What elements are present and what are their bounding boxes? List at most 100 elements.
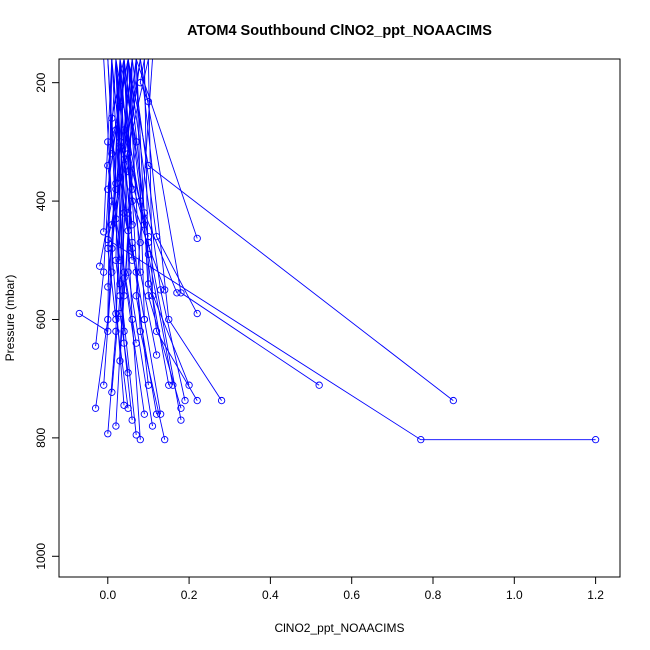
data-point [152,351,161,359]
profile-line-41 [95,59,113,409]
profile-line-2 [139,59,320,386]
data-point [128,256,136,264]
data-point [91,342,100,350]
profile-line-23 [119,59,137,435]
profile-line-53 [127,59,141,243]
data-point [144,381,153,389]
data-point [148,422,157,430]
y-tick-label: 1000 [34,543,48,570]
data-point [161,286,169,294]
data-point [104,244,112,253]
y-tick-label: 800 [34,428,48,448]
data-point [100,228,108,236]
data-point [591,436,600,444]
data-point [144,280,153,288]
data-point [315,381,323,389]
chart-title: ATOM4 Southbound ClNO2_ppt_NOAACIMS [187,23,492,39]
data-point [161,436,169,444]
x-axis: 0.0 0.2 0.4 0.6 0.8 1.0 1.2 [99,576,604,602]
profile-line-1 [127,59,454,401]
data-point [116,309,124,318]
data-point [128,221,136,229]
data-point [112,185,120,193]
y-axis-label: Pressure (mbar) [3,275,17,362]
x-tick-label: 1.0 [506,588,523,602]
data-point [144,97,153,106]
profile-line-51 [115,59,125,332]
data-point [104,185,112,193]
data-point [112,126,120,134]
y-tick-label: 200 [34,72,48,92]
profile-line-54 [115,59,137,273]
data-point [156,410,165,418]
data-point [181,396,189,405]
data-point [91,404,100,412]
data-point [120,155,128,164]
x-tick-label: 1.2 [587,588,604,602]
data-point [100,268,108,276]
data-point [152,327,161,335]
data-point [108,150,116,158]
data-point [132,268,140,276]
data-point [120,209,128,217]
data-point [132,292,140,300]
data-point [108,388,116,396]
data-point [132,339,140,347]
data-point [116,256,124,264]
profile-line-55 [127,59,158,356]
x-tick-label: 0.4 [262,588,279,602]
data-point [140,315,149,324]
x-tick-label: 0.8 [425,588,442,602]
plot-frame [58,58,621,578]
profile-line-46 [139,59,149,102]
data-point [165,381,173,389]
data-point [177,416,185,424]
profile-line-31 [107,59,129,261]
y-axis: 200 400 600 800 1000 [34,72,60,570]
data-point [136,436,144,444]
profile-line-32 [115,59,125,427]
data-point [112,327,120,335]
data-point [120,401,128,409]
data-point [177,404,185,412]
data-point [169,381,177,389]
data-point [128,416,136,424]
data-point [120,327,128,335]
profile-line-57 [107,59,117,320]
data-point [449,396,457,405]
profile-line-39 [103,59,113,232]
data-point [132,431,140,439]
data-point [140,410,149,418]
data-point [165,315,173,324]
profile-line-50 [119,59,133,373]
data-point [112,256,120,264]
profile-line-45 [111,59,121,154]
profile-line-47 [147,59,170,386]
profile-line-4 [131,59,198,314]
data-point [193,309,201,318]
data-point [136,238,144,247]
data-point [104,430,112,438]
data-point [124,167,132,176]
profile-series [75,59,600,444]
y-tick-label: 400 [34,191,48,211]
profile-line-3 [135,59,198,239]
data-point [120,274,128,282]
data-point [177,289,185,297]
x-axis-label: ClNO2_ppt_NOAACIMS [274,621,404,635]
data-point [152,410,161,418]
data-point [104,327,112,335]
data-point [75,309,83,318]
profile-line-56 [123,59,141,225]
x-tick-label: 0.6 [343,588,360,602]
profile-line-7 [143,59,190,386]
data-point [136,268,144,276]
data-point [116,102,124,111]
x-tick-label: 0.2 [181,588,198,602]
x-tick-label: 0.0 [99,588,116,602]
data-point [100,381,108,389]
profile-line-52 [123,59,145,320]
data-point [148,292,157,300]
profile-line-36 [107,59,125,434]
